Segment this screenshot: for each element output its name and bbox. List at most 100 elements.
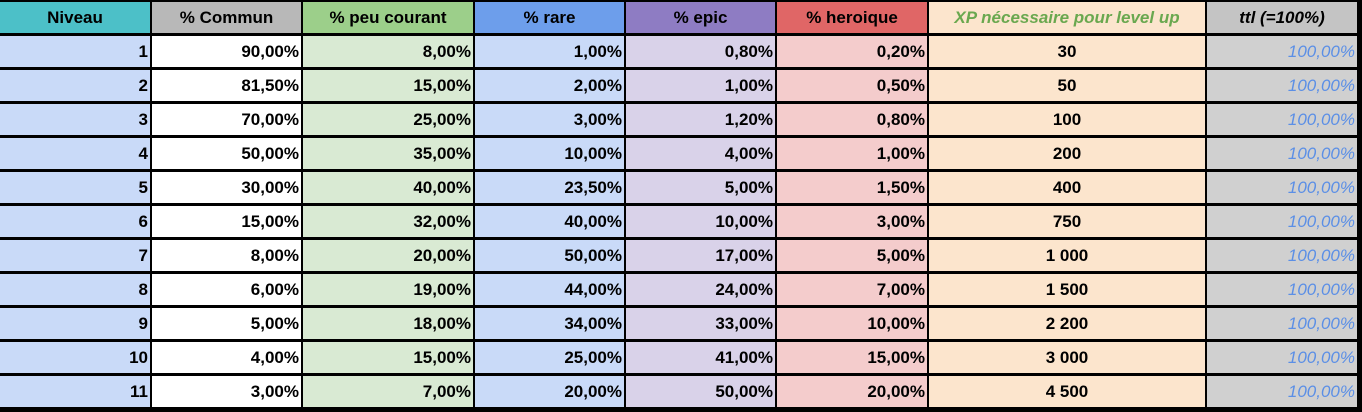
cell-xp[interactable]: 400 [929, 172, 1205, 203]
cell-heroique[interactable]: 1,50% [777, 172, 927, 203]
cell-heroique[interactable]: 15,00% [777, 342, 927, 373]
cell-rare[interactable]: 20,00% [475, 376, 624, 407]
cell-niveau[interactable]: 5 [0, 172, 150, 203]
cell-rare[interactable]: 44,00% [475, 274, 624, 305]
column-header-xp[interactable]: XP nécessaire pour level up [929, 2, 1205, 33]
cell-heroique[interactable]: 0,80% [777, 104, 927, 135]
cell-ttl[interactable]: 100,00% [1207, 104, 1357, 135]
cell-niveau[interactable]: 9 [0, 308, 150, 339]
cell-epic[interactable]: 10,00% [626, 206, 775, 237]
column-header-epic[interactable]: % epic [626, 2, 775, 33]
cell-peu-courant[interactable]: 8,00% [303, 36, 473, 67]
cell-commun[interactable]: 70,00% [152, 104, 301, 135]
cell-rare[interactable]: 25,00% [475, 342, 624, 373]
cell-ttl[interactable]: 100,00% [1207, 342, 1357, 373]
cell-commun[interactable]: 4,00% [152, 342, 301, 373]
cell-peu-courant[interactable]: 25,00% [303, 104, 473, 135]
cell-commun[interactable]: 8,00% [152, 240, 301, 271]
cell-heroique[interactable]: 7,00% [777, 274, 927, 305]
column-header-commun[interactable]: % Commun [152, 2, 301, 33]
cell-commun[interactable]: 15,00% [152, 206, 301, 237]
cell-epic[interactable]: 4,00% [626, 138, 775, 169]
cell-commun[interactable]: 5,00% [152, 308, 301, 339]
header-row: Niveau% Commun% peu courant% rare% epic%… [0, 2, 1362, 33]
cell-ttl[interactable]: 100,00% [1207, 172, 1357, 203]
cell-epic[interactable]: 1,20% [626, 104, 775, 135]
cell-xp[interactable]: 4 500 [929, 376, 1205, 407]
cell-peu-courant[interactable]: 15,00% [303, 342, 473, 373]
cell-xp[interactable]: 30 [929, 36, 1205, 67]
cell-ttl[interactable]: 100,00% [1207, 308, 1357, 339]
cell-xp[interactable]: 750 [929, 206, 1205, 237]
cell-niveau[interactable]: 1 [0, 36, 150, 67]
cell-rare[interactable]: 10,00% [475, 138, 624, 169]
cell-peu-courant[interactable]: 40,00% [303, 172, 473, 203]
table-row: 5 30,00% 40,00% 23,50% 5,00% 1,50% 400 100,00% [0, 172, 1362, 203]
cell-rare[interactable]: 40,00% [475, 206, 624, 237]
cell-peu-courant[interactable]: 20,00% [303, 240, 473, 271]
table-row: 2 81,50% 15,00% 2,00% 1,00% 0,50% 50 100,00% [0, 70, 1362, 101]
cell-peu-courant[interactable]: 32,00% [303, 206, 473, 237]
cell-peu-courant[interactable]: 19,00% [303, 274, 473, 305]
cell-commun[interactable]: 90,00% [152, 36, 301, 67]
cell-rare[interactable]: 50,00% [475, 240, 624, 271]
cell-niveau[interactable]: 7 [0, 240, 150, 271]
cell-ttl[interactable]: 100,00% [1207, 36, 1357, 67]
cell-heroique[interactable]: 3,00% [777, 206, 927, 237]
cell-peu-courant[interactable]: 18,00% [303, 308, 473, 339]
cell-niveau[interactable]: 10 [0, 342, 150, 373]
cell-peu-courant[interactable]: 7,00% [303, 376, 473, 407]
cell-xp[interactable]: 100 [929, 104, 1205, 135]
cell-xp[interactable]: 50 [929, 70, 1205, 101]
cell-epic[interactable]: 1,00% [626, 70, 775, 101]
cell-niveau[interactable]: 6 [0, 206, 150, 237]
cell-heroique[interactable]: 20,00% [777, 376, 927, 407]
cell-xp[interactable]: 200 [929, 138, 1205, 169]
cell-epic[interactable]: 50,00% [626, 376, 775, 407]
cell-xp[interactable]: 3 000 [929, 342, 1205, 373]
cell-commun[interactable]: 50,00% [152, 138, 301, 169]
cell-epic[interactable]: 0,80% [626, 36, 775, 67]
cell-heroique[interactable]: 0,50% [777, 70, 927, 101]
cell-peu-courant[interactable]: 15,00% [303, 70, 473, 101]
cell-rare[interactable]: 1,00% [475, 36, 624, 67]
cell-epic[interactable]: 17,00% [626, 240, 775, 271]
column-header-niveau[interactable]: Niveau [0, 2, 150, 33]
cell-epic[interactable]: 41,00% [626, 342, 775, 373]
cell-xp[interactable]: 1 500 [929, 274, 1205, 305]
cell-niveau[interactable]: 3 [0, 104, 150, 135]
cell-rare[interactable]: 2,00% [475, 70, 624, 101]
cell-xp[interactable]: 2 200 [929, 308, 1205, 339]
cell-heroique[interactable]: 0,20% [777, 36, 927, 67]
cell-ttl[interactable]: 100,00% [1207, 274, 1357, 305]
cell-heroique[interactable]: 1,00% [777, 138, 927, 169]
cell-niveau[interactable]: 11 [0, 376, 150, 407]
column-header-heroique[interactable]: % heroique [777, 2, 927, 33]
column-header-ttl[interactable]: ttl (=100%) [1207, 2, 1357, 33]
cell-rare[interactable]: 23,50% [475, 172, 624, 203]
cell-ttl[interactable]: 100,00% [1207, 206, 1357, 237]
cell-xp[interactable]: 1 000 [929, 240, 1205, 271]
cell-commun[interactable]: 30,00% [152, 172, 301, 203]
cell-epic[interactable]: 33,00% [626, 308, 775, 339]
cell-peu-courant[interactable]: 35,00% [303, 138, 473, 169]
cell-ttl[interactable]: 100,00% [1207, 240, 1357, 271]
cell-commun[interactable]: 6,00% [152, 274, 301, 305]
cell-ttl[interactable]: 100,00% [1207, 376, 1357, 407]
column-header-peu-courant[interactable]: % peu courant [303, 2, 473, 33]
cell-niveau[interactable]: 2 [0, 70, 150, 101]
cell-niveau[interactable]: 8 [0, 274, 150, 305]
table-row: 7 8,00% 20,00% 50,00% 17,00% 5,00% 1 000 100,00… [0, 240, 1362, 271]
cell-rare[interactable]: 3,00% [475, 104, 624, 135]
cell-epic[interactable]: 5,00% [626, 172, 775, 203]
column-header-rare[interactable]: % rare [475, 2, 624, 33]
cell-commun[interactable]: 81,50% [152, 70, 301, 101]
cell-rare[interactable]: 34,00% [475, 308, 624, 339]
cell-commun[interactable]: 3,00% [152, 376, 301, 407]
cell-niveau[interactable]: 4 [0, 138, 150, 169]
cell-ttl[interactable]: 100,00% [1207, 70, 1357, 101]
cell-heroique[interactable]: 5,00% [777, 240, 927, 271]
cell-ttl[interactable]: 100,00% [1207, 138, 1357, 169]
cell-heroique[interactable]: 10,00% [777, 308, 927, 339]
cell-epic[interactable]: 24,00% [626, 274, 775, 305]
